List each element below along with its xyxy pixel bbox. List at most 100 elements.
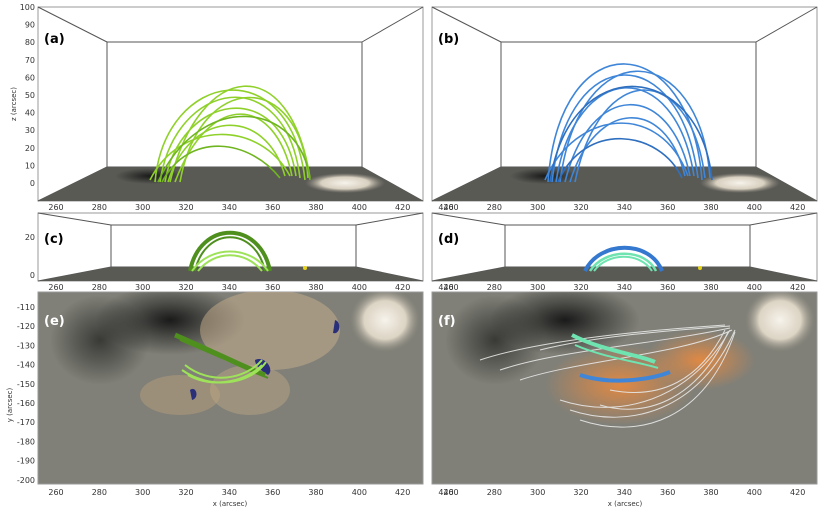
- x-tick-440: 440: [438, 203, 453, 212]
- panel-c-marker: [303, 266, 307, 270]
- y-tick-e--130: -130: [17, 341, 35, 350]
- y-tick-e--200: -200: [17, 476, 35, 485]
- x-tick-280: 280: [487, 203, 502, 212]
- z-tick-c-0: 0: [30, 271, 35, 280]
- z-tick-a-100: 100: [20, 3, 35, 12]
- x-tick-380: 380: [703, 203, 718, 212]
- x-tick-440: 440: [438, 488, 453, 497]
- x-tick-280: 280: [92, 488, 107, 497]
- y-tick-e--120: -120: [17, 322, 35, 331]
- y-ticks-e: -110 -120 -130 -140 -150 -160 -170 -180 -190 -200: [17, 303, 35, 485]
- x-tick-380: 380: [308, 283, 323, 292]
- x-axis-label-e: x (arcsec): [213, 500, 248, 508]
- x-tick-300: 300: [530, 283, 545, 292]
- x-tick-420: 420: [790, 203, 805, 212]
- x-tick-400: 400: [747, 283, 762, 292]
- panel-b-label: (b): [438, 32, 459, 47]
- x-tick-380: 380: [703, 488, 718, 497]
- panel-f: (f): [431, 291, 818, 485]
- x-tick-280: 280: [487, 488, 502, 497]
- panel-a-loops: [149, 85, 311, 183]
- y-tick-e--180: -180: [17, 437, 35, 446]
- panel-d: (d): [431, 212, 818, 282]
- y-tick-e--150: -150: [17, 380, 35, 389]
- y-tick-e--190: -190: [17, 457, 35, 466]
- z-tick-a-90: 90: [25, 21, 35, 30]
- x-tick-320: 320: [178, 203, 193, 212]
- x-tick-280: 280: [487, 283, 502, 292]
- x-tick-420: 420: [395, 203, 410, 212]
- x-tick-320: 320: [573, 488, 588, 497]
- panel-c-label: (c): [44, 232, 64, 247]
- x-tick-340: 340: [222, 203, 237, 212]
- x-tick-260: 260: [48, 203, 63, 212]
- x-tick-380: 380: [308, 203, 323, 212]
- z-tick-a-0: 0: [30, 179, 35, 188]
- x-tick-260: 260: [443, 283, 458, 292]
- panel-c-loops: [188, 230, 272, 272]
- x-tick-280: 280: [92, 283, 107, 292]
- x-tick-320: 320: [178, 283, 193, 292]
- x-tick-360: 360: [265, 203, 280, 212]
- panel-f-loops: [479, 324, 736, 428]
- x-tick-300: 300: [135, 283, 150, 292]
- z-axis-label: z (arcsec): [10, 87, 18, 121]
- x-tick-300: 300: [530, 488, 545, 497]
- x-tick-400: 400: [352, 283, 367, 292]
- x-tick-340: 340: [617, 488, 632, 497]
- x-tick-420: 420: [395, 283, 410, 292]
- z-tick-a-40: 40: [25, 109, 35, 118]
- z-tick-a-60: 60: [25, 73, 35, 82]
- z-tick-a-80: 80: [25, 38, 35, 47]
- x-tick-360: 360: [660, 283, 675, 292]
- x-tick-440: 440: [438, 283, 453, 292]
- z-tick-a-10: 10: [25, 161, 35, 170]
- x-tick-320: 320: [573, 203, 588, 212]
- x-tick-340: 340: [617, 283, 632, 292]
- y-tick-e--110: -110: [17, 303, 35, 312]
- z-tick-a-70: 70: [25, 56, 35, 65]
- y-tick-e--160: -160: [17, 399, 35, 408]
- x-tick-360: 360: [265, 488, 280, 497]
- x-tick-400: 400: [747, 203, 762, 212]
- x-tick-360: 360: [660, 488, 675, 497]
- y-tick-e--170: -170: [17, 418, 35, 427]
- panel-a-plage: [305, 173, 385, 193]
- z-tick-a-50: 50: [25, 91, 35, 100]
- panel-b-loops: [544, 63, 713, 183]
- x-tick-320: 320: [178, 488, 193, 497]
- x-tick-260: 260: [443, 203, 458, 212]
- x-tick-400: 400: [747, 488, 762, 497]
- panel-e: (e): [37, 291, 424, 485]
- x-tick-360: 360: [660, 203, 675, 212]
- x-tick-340: 340: [222, 488, 237, 497]
- panel-d-label: (d): [438, 232, 459, 247]
- x-tick-280: 280: [92, 203, 107, 212]
- x-axis-label-f: x (arcsec): [608, 500, 643, 508]
- panel-e-loops: [174, 332, 269, 384]
- x-tick-420: 420: [790, 488, 805, 497]
- x-tick-360: 360: [265, 283, 280, 292]
- z-tick-c-20: 20: [25, 233, 35, 242]
- panel-c: (c): [37, 212, 424, 282]
- x-tick-340: 340: [222, 283, 237, 292]
- panel-b-plage: [700, 173, 780, 193]
- panel-f-label: (f): [438, 314, 456, 329]
- x-tick-340: 340: [617, 203, 632, 212]
- x-tick-320: 320: [573, 283, 588, 292]
- panel-a-label: (a): [44, 32, 65, 47]
- x-tick-300: 300: [135, 488, 150, 497]
- z-tick-a-20: 20: [25, 144, 35, 153]
- x-tick-380: 380: [308, 488, 323, 497]
- panel-b: (b): [431, 6, 818, 202]
- y-tick-e--140: -140: [17, 361, 35, 370]
- x-tick-260: 260: [443, 488, 458, 497]
- panel-d-loops: [583, 245, 664, 272]
- x-tick-400: 400: [352, 488, 367, 497]
- y-axis-label: y (arcsec): [6, 387, 14, 422]
- z-tick-a-30: 30: [25, 126, 35, 135]
- x-tick-300: 300: [135, 203, 150, 212]
